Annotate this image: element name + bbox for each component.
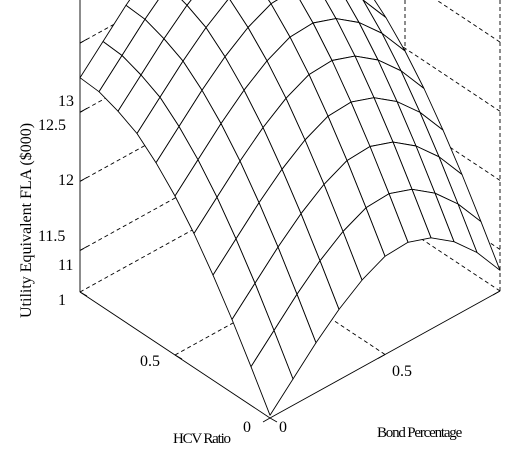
y-tick-label: 0.5: [140, 353, 160, 370]
z-axis-title: Utility Equivalent FLA ($000): [18, 123, 35, 318]
x-tick-label: 0: [279, 419, 287, 436]
y-tick: [79, 291, 88, 297]
x-tick: [262, 417, 271, 423]
z-tick-label: 13: [58, 93, 74, 110]
z-tick-label: 11: [58, 257, 73, 274]
x-axis-title: Bond Percentage: [377, 425, 463, 441]
surface-patch: [181, 0, 192, 6]
x-tick: [377, 354, 386, 359]
y-axis-title: HCV Ratio: [173, 431, 231, 447]
surface-mesh: [79, 0, 501, 416]
tick-marks: [79, 38, 501, 423]
z-tick: [79, 107, 88, 113]
back-wall-gridline: [435, 0, 501, 43]
z-tick-label: 12.5: [38, 117, 66, 134]
y-tick: [269, 417, 278, 423]
x-tick: [492, 290, 501, 296]
y-tick: [174, 354, 183, 360]
y-tick-label: 0: [243, 419, 251, 436]
z-tick-label: 12: [58, 172, 74, 189]
surface-patch: [250, 330, 294, 416]
z-tick: [79, 246, 88, 251]
x-tick-label: 0.5: [392, 363, 412, 380]
y-tick-label: 1: [58, 292, 66, 309]
z-tick: [79, 38, 88, 44]
z-tick-label: 11.5: [38, 228, 65, 245]
z-tick: [79, 177, 88, 182]
